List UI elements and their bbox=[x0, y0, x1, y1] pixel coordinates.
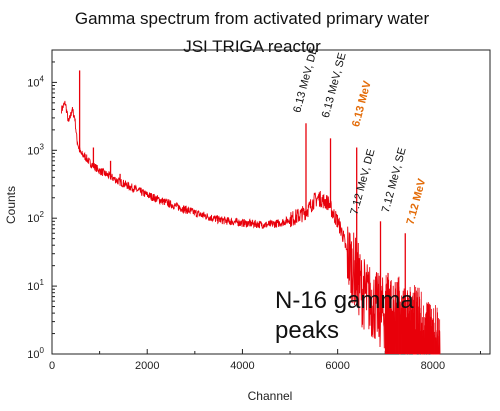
n16-label: peaks bbox=[275, 317, 339, 344]
peak-annotation: 7.12 MeV, SE bbox=[380, 146, 409, 214]
spectrum-line bbox=[61, 100, 441, 355]
y-tick-label: 104 bbox=[27, 74, 44, 89]
x-tick-label: 2000 bbox=[135, 360, 159, 372]
x-tick-label: 4000 bbox=[230, 360, 254, 372]
y-tick-label: 102 bbox=[27, 210, 44, 225]
plot-frame bbox=[51, 49, 491, 355]
peak-annotation: 6.13 MeV, SE bbox=[320, 51, 349, 119]
x-tick-label: 6000 bbox=[325, 360, 349, 372]
chart-title: Gamma spectrum from activated primary wa… bbox=[75, 9, 430, 28]
x-axis-label: Channel bbox=[248, 389, 293, 403]
plot-area: 0 2000 4000 6000 8000 100 101 102 103 104 6.13 MeV… bbox=[27, 46, 491, 372]
peak-annotation: 7.12 MeV bbox=[405, 177, 429, 226]
peak-annotation: 6.13 MeV, DE bbox=[291, 46, 320, 114]
y-tick-label: 100 bbox=[27, 346, 44, 361]
chart-subtitle: JSI TRIGA reactor bbox=[183, 37, 321, 56]
y-axis-label: Counts bbox=[4, 186, 18, 224]
x-tick-label: 0 bbox=[49, 360, 55, 372]
peak-annotation: 7.12 MeV, DE bbox=[348, 148, 377, 216]
y-tick-label: 101 bbox=[27, 278, 44, 293]
y-tick-label: 103 bbox=[27, 142, 44, 157]
x-tick-label: 8000 bbox=[421, 360, 445, 372]
n16-label: N-16 gamma bbox=[275, 287, 414, 314]
peak-annotation: 6.13 MeV bbox=[350, 79, 374, 128]
